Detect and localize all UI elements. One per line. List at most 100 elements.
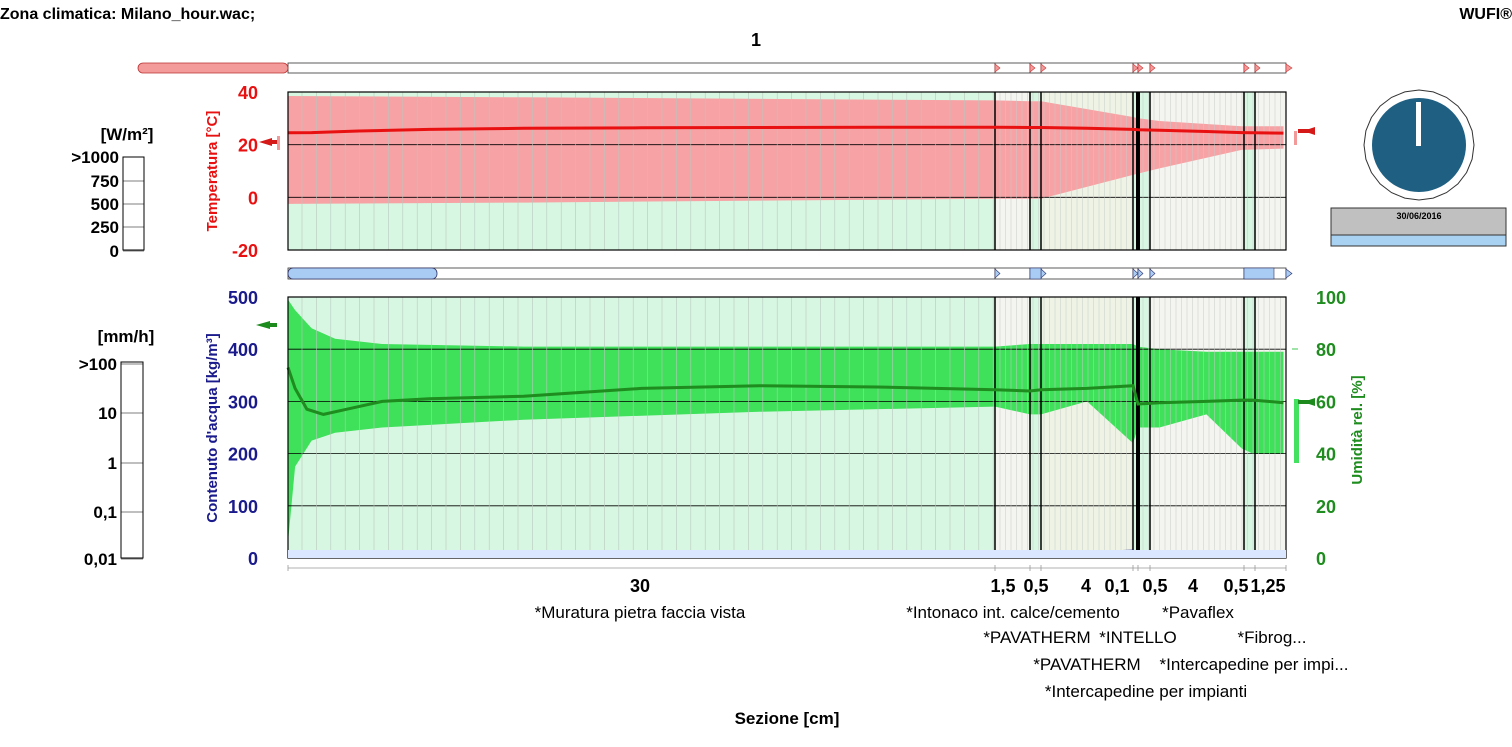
layer-name-label: *Fibrog... [1238,628,1307,647]
temp-right-marker [1294,127,1315,145]
rain-tick-label: 1 [108,454,117,473]
humidity-tick-label: 40 [1316,445,1336,465]
brand-label: WUFI® [1459,6,1512,23]
layer-labels: 30 1,5 0,5 4 0,1 0,5 4 0,5 1,25*Muratura pietra … [535,576,1349,701]
strip-arrow [1149,268,1156,279]
water-content-axis-label: Contenuto d'acqua [kg/m³] [204,333,221,522]
strip-arrow [994,63,1001,73]
water-content-tick-label: 400 [228,340,258,360]
strip-arrow [1029,63,1036,73]
rh-left-marker [256,321,277,329]
rain-scale: [mm/h] >100 10 1 0,1 0,01 [79,327,155,569]
heat-flux-tick-label: 0 [110,242,119,261]
membrane-layer [1136,92,1140,250]
strip-arrow [1243,63,1250,73]
water-content-tick-label: 300 [228,392,258,412]
layer-name-label: *PAVATHERM [1033,655,1140,674]
strip-arrow [1285,63,1293,73]
layer-thickness-label: 4 [1188,576,1198,596]
layer-name-label: *Muratura pietra faccia vista [535,603,746,622]
strip-arrow [1040,63,1047,73]
strip-arrow [1132,268,1139,279]
water-content-tick-label: 100 [228,497,258,517]
climate-zone-title: Zona climatica: Milano_hour.wac; [0,6,255,23]
temp-left-marker [259,136,280,150]
strip-arrow [1149,63,1156,73]
strip-arrow [1285,268,1293,279]
progress-bar [1330,234,1507,247]
layer-name-label: *Intonaco int. calce/cemento [906,603,1120,622]
layer-thickness-label: 0,5 [1023,576,1048,596]
date-box [1330,207,1507,236]
temperature-axis-label: Temperatura [°C] [204,111,221,232]
strip-arrow [994,268,1001,279]
heat-flux-tick-label: 750 [91,172,119,191]
strip-arrow [1254,63,1261,73]
section-axis-label: Sezione [cm] [735,709,840,728]
layer-name-label: *Intercapedine per impianti [1045,682,1247,701]
humidity-range-band [288,299,1284,543]
layer-name-label: *PAVATHERM [983,628,1090,647]
humidity-tick-label: 100 [1316,288,1346,308]
water-bottom-strip [288,550,1286,558]
strip-arrow [1132,63,1139,73]
rain-tick-label: >100 [79,355,117,374]
temperature-line [287,125,1284,135]
relative-humidity-axis-label: Umidità rel. [%] [1349,375,1366,484]
assembly-number: 1 [751,30,761,50]
rain-unit: [mm/h] [98,327,155,346]
strip-fill [1243,267,1275,280]
strip-arrow [1137,63,1144,73]
layer-name-label: *Pavaflex [1162,603,1234,622]
temperature-tick-label: 40 [238,83,258,103]
temperature-panel: 40 20 0 -20 Temperatura [°C] [204,83,1315,261]
rain-tick-label: 10 [98,404,117,423]
clock-hand [1416,102,1421,146]
temperature-tick-label: 0 [248,188,258,208]
water-content-tick-label: 200 [228,445,258,465]
heat-flux-tick-label: >1000 [71,148,119,167]
water-content-tick-label: 0 [248,549,258,569]
rain-tick-label: 0,01 [84,550,117,569]
humidity-tick-label: 80 [1316,340,1336,360]
clock-widget: 30/06/2016 [1330,89,1507,247]
layer-thickness-label: 0,1 [1104,576,1129,596]
heat-flux-unit: [W/m²] [101,125,154,144]
relative-humidity-line [286,367,1284,416]
layer-tint [995,297,1030,558]
temperature-tick-label: 20 [238,136,258,156]
layer-name-label: *Intercapedine per impi... [1160,655,1349,674]
rain-gauge [120,361,144,559]
rh-right-marker [1292,348,1315,463]
strip-fill [1029,267,1042,280]
water-content-tick-label: 500 [228,288,258,308]
layer-tint [1255,92,1286,250]
rain-tick-label: 0,1 [93,503,117,522]
section-axis [287,550,1287,571]
membrane-layer [1136,297,1140,558]
layer-thickness-label: 1,25 [1250,576,1285,596]
heat-flux-scale: [W/m²] >1000 750 500 250 0 [71,125,153,261]
humidity-tick-label: 0 [1316,549,1326,569]
layer-thickness-label: 30 [630,576,650,596]
temperature-range-band [288,96,1284,204]
layer-strip-exterior [137,62,289,74]
layer-strips [137,62,1293,280]
layer-name-label: *INTELLO [1099,628,1176,647]
temperature-tick-label: -20 [232,241,258,261]
layer-tint [1150,92,1244,250]
layer-thickness-label: 0,5 [1223,576,1248,596]
humidity-tick-label: 60 [1316,392,1336,412]
heat-flux-tick-label: 500 [91,195,119,214]
temperature-frame [287,91,1287,251]
strip-arrow [1137,268,1144,279]
layer-strip-fill [287,267,438,280]
humidity-tick-label: 20 [1316,497,1336,517]
heat-flux-tick-label: 250 [91,218,119,237]
clock-date: 30/06/2016 [1396,211,1441,221]
layer-thickness-label: 4 [1081,576,1091,596]
heat-flux-gauge [122,156,145,251]
layer-thickness-label: 0,5 [1142,576,1167,596]
